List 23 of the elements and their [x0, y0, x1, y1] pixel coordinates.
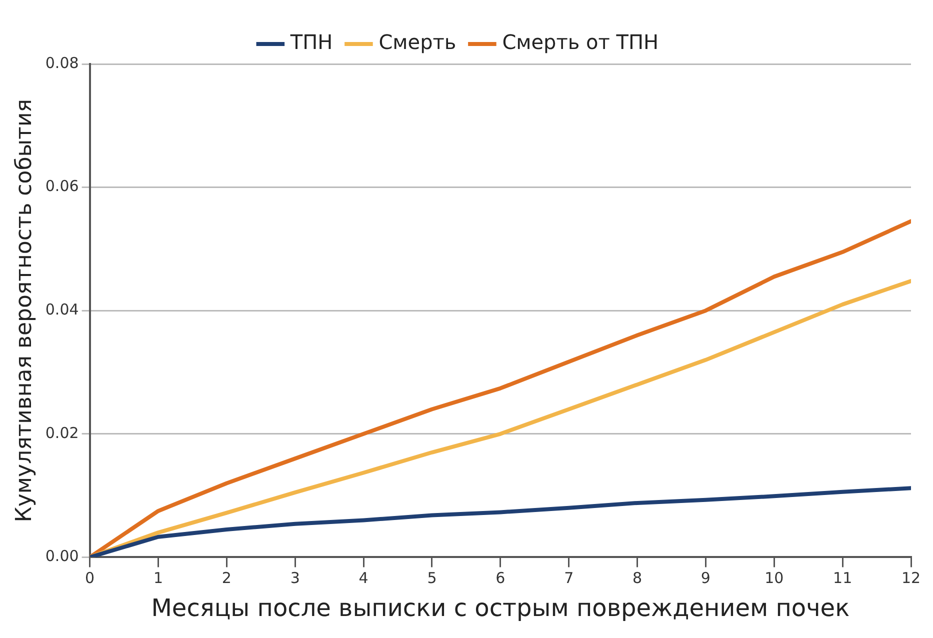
y-tick-label: 0.00	[45, 547, 79, 566]
legend-label: Смерть	[378, 30, 456, 54]
x-axis-title: Месяцы после выписки с острым повреждением почек	[151, 594, 850, 622]
x-tick-label: 4	[358, 569, 368, 588]
y-tick-label: 0.02	[45, 424, 79, 442]
y-axis-title: Кумулятивная вероятность события	[12, 98, 37, 522]
x-tick-label: 7	[564, 569, 574, 588]
y-tick-label: 0.08	[45, 54, 79, 72]
legend-label: ТПН	[289, 30, 333, 54]
x-tick-label: 6	[496, 569, 506, 588]
y-tick-label: 0.04	[45, 300, 79, 318]
x-tick-label: 2	[222, 569, 232, 588]
x-tick-label: 9	[700, 569, 710, 588]
legend-label: Смерть от ТПН	[502, 30, 659, 54]
x-tick-label: 10	[764, 569, 784, 588]
x-tick-label: 8	[632, 569, 642, 588]
x-tick-label: 0	[85, 569, 95, 588]
x-tick-label: 3	[290, 569, 300, 588]
x-tick-label: 5	[427, 569, 437, 588]
x-tick-label: 11	[833, 569, 852, 588]
x-tick-label: 1	[153, 569, 164, 588]
y-tick-label: 0.06	[45, 177, 79, 196]
x-tick-label: 12	[901, 569, 921, 588]
